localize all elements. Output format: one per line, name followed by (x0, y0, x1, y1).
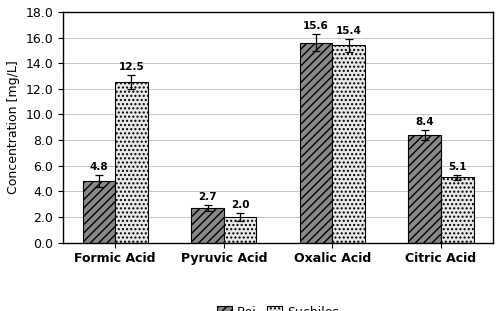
Text: 15.6: 15.6 (303, 21, 329, 31)
Bar (82, 181, 115, 243)
Text: 2.7: 2.7 (198, 192, 217, 202)
Bar (300, 43, 332, 243)
Text: 12.5: 12.5 (118, 62, 144, 72)
Text: 5.1: 5.1 (448, 162, 466, 172)
Bar (191, 208, 224, 243)
Bar (332, 45, 365, 243)
Text: 4.8: 4.8 (90, 162, 108, 172)
Bar (224, 217, 256, 243)
Text: 2.0: 2.0 (231, 200, 250, 210)
Bar (441, 177, 474, 243)
Text: 15.4: 15.4 (336, 26, 361, 36)
Legend: Boj, Suchiles: Boj, Suchiles (212, 301, 344, 311)
Bar (408, 135, 441, 243)
Bar (115, 82, 148, 243)
Y-axis label: Concentration [mg/L]: Concentration [mg/L] (7, 60, 20, 194)
Text: 8.4: 8.4 (416, 117, 434, 127)
